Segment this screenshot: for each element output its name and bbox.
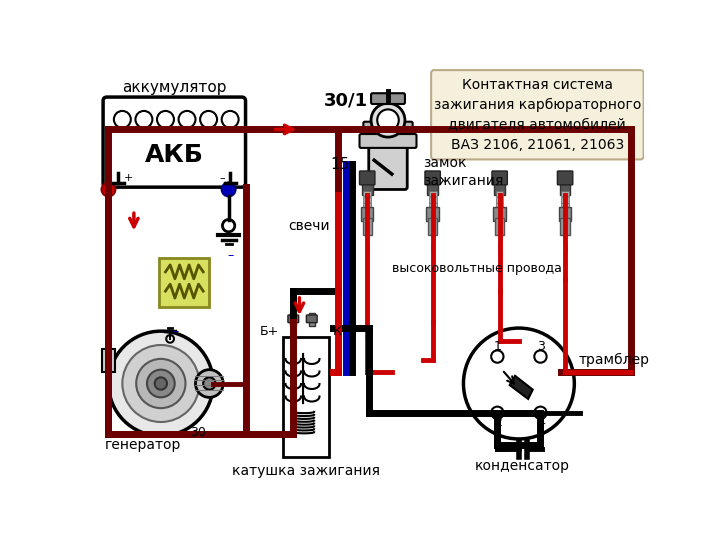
FancyBboxPatch shape <box>103 97 246 187</box>
Bar <box>495 218 504 235</box>
Bar <box>363 218 372 235</box>
Bar <box>159 258 210 306</box>
Bar <box>426 207 439 221</box>
Bar <box>494 178 505 195</box>
Circle shape <box>136 111 152 128</box>
FancyBboxPatch shape <box>363 122 413 139</box>
Circle shape <box>534 350 546 363</box>
Bar <box>363 197 371 203</box>
Text: аккумулятор: аккумулятор <box>122 79 227 94</box>
Bar <box>363 191 371 196</box>
FancyBboxPatch shape <box>425 171 440 185</box>
Circle shape <box>167 335 174 343</box>
Bar <box>282 337 329 457</box>
Text: 30/1: 30/1 <box>324 92 368 110</box>
Bar <box>363 203 371 209</box>
Bar <box>493 207 505 221</box>
Text: замок
зажигания: замок зажигания <box>423 156 503 188</box>
Text: АКБ: АКБ <box>145 143 204 167</box>
FancyBboxPatch shape <box>360 171 375 185</box>
Text: –: – <box>227 249 233 262</box>
Bar <box>561 191 569 196</box>
Circle shape <box>179 111 195 128</box>
Text: 4: 4 <box>537 416 545 429</box>
Text: 1: 1 <box>494 340 502 353</box>
Bar <box>496 209 503 215</box>
Text: конденсатор: конденсатор <box>475 459 570 473</box>
Text: –: – <box>172 325 179 338</box>
Bar <box>428 218 437 235</box>
FancyBboxPatch shape <box>369 131 407 189</box>
Bar <box>363 209 371 215</box>
Bar <box>429 197 437 203</box>
Circle shape <box>108 331 213 436</box>
Circle shape <box>101 182 116 196</box>
Circle shape <box>157 111 174 128</box>
Text: генератор: генератор <box>105 438 181 452</box>
Bar <box>498 244 501 252</box>
Bar <box>427 178 438 195</box>
Bar <box>290 313 297 326</box>
Bar <box>496 203 503 209</box>
Text: 3: 3 <box>537 340 545 353</box>
Circle shape <box>223 220 235 232</box>
Bar <box>560 178 571 195</box>
Bar <box>362 178 373 195</box>
Bar <box>561 203 569 209</box>
Text: 15: 15 <box>330 157 350 172</box>
Circle shape <box>534 407 546 419</box>
Text: высоковольтные провода: высоковольтные провода <box>391 262 561 274</box>
Bar <box>496 191 503 196</box>
Text: свечи: свечи <box>289 219 330 233</box>
Circle shape <box>122 345 200 422</box>
Bar <box>429 203 437 209</box>
FancyBboxPatch shape <box>371 93 405 104</box>
Text: Б+: Б+ <box>259 325 279 337</box>
FancyBboxPatch shape <box>557 171 573 185</box>
FancyBboxPatch shape <box>307 315 317 322</box>
FancyBboxPatch shape <box>360 134 416 148</box>
Text: Контактная система
зажигания карбюраторного
двигателя автомобилей
ВАЗ 2106, 2106: Контактная система зажигания карбюраторн… <box>434 78 641 152</box>
Text: 2: 2 <box>494 416 502 429</box>
Bar <box>431 244 434 252</box>
Circle shape <box>463 328 574 439</box>
FancyBboxPatch shape <box>431 70 643 159</box>
Bar <box>561 218 569 235</box>
Circle shape <box>200 111 217 128</box>
Bar <box>103 349 115 372</box>
Bar <box>559 207 572 221</box>
Circle shape <box>195 370 223 398</box>
Circle shape <box>136 359 185 408</box>
Text: трамблер: трамблер <box>578 353 649 367</box>
Bar <box>496 197 503 203</box>
Circle shape <box>491 350 503 363</box>
Bar <box>429 191 437 196</box>
Polygon shape <box>510 376 533 399</box>
Bar <box>561 197 569 203</box>
Circle shape <box>371 103 405 137</box>
Circle shape <box>147 370 174 398</box>
Bar <box>561 209 569 215</box>
Circle shape <box>222 182 236 196</box>
Text: +: + <box>124 173 134 183</box>
FancyBboxPatch shape <box>288 315 299 322</box>
Bar <box>309 313 315 326</box>
Circle shape <box>222 111 238 128</box>
Bar <box>365 244 369 252</box>
Bar <box>361 207 373 221</box>
Bar <box>564 244 567 252</box>
Circle shape <box>491 407 503 419</box>
Circle shape <box>203 377 215 390</box>
Circle shape <box>377 109 398 131</box>
Circle shape <box>154 377 167 390</box>
Text: 30: 30 <box>190 425 206 439</box>
Text: катушка зажигания: катушка зажигания <box>232 464 380 478</box>
Bar <box>429 209 437 215</box>
Circle shape <box>114 111 131 128</box>
Text: –: – <box>219 173 225 183</box>
FancyBboxPatch shape <box>492 171 508 185</box>
Text: К: К <box>332 325 342 337</box>
